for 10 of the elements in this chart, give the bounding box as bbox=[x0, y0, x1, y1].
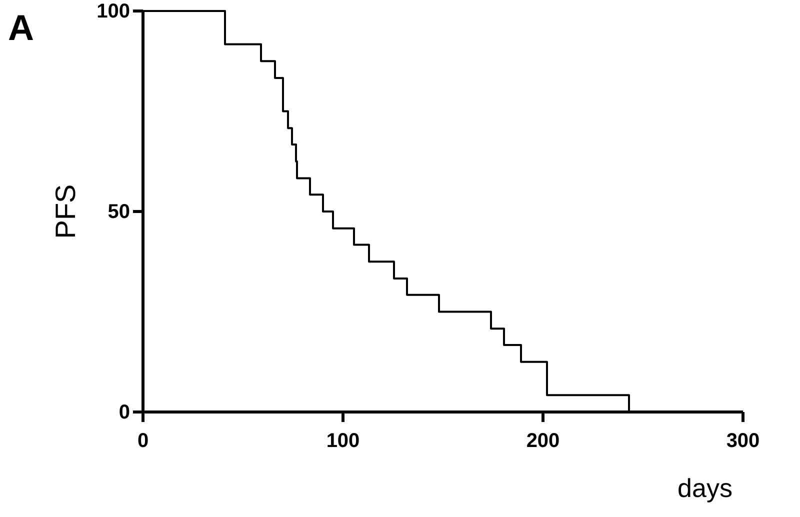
x-tick-label: 300 bbox=[726, 430, 760, 452]
text: A bbox=[8, 7, 34, 48]
x-tick-label: 100 bbox=[326, 430, 360, 452]
y-tick-label: 0 bbox=[118, 401, 130, 424]
y-tick-label: 100 bbox=[96, 0, 130, 22]
x-tick-label: 200 bbox=[526, 430, 560, 452]
x-axis-title: days bbox=[678, 473, 732, 503]
y-tick-label: 50 bbox=[108, 200, 130, 223]
y-axis-title: PFS bbox=[50, 184, 81, 239]
x-tick-label: 0 bbox=[137, 430, 149, 452]
